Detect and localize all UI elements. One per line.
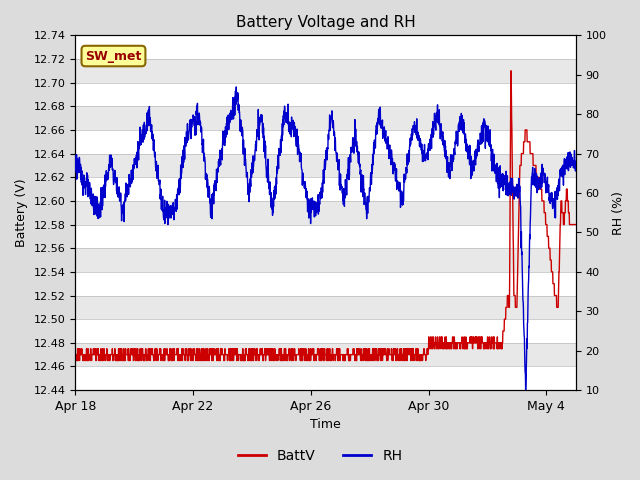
Bar <box>76 319 576 343</box>
Text: SW_met: SW_met <box>85 49 141 62</box>
Bar <box>76 106 576 130</box>
Bar <box>76 36 576 59</box>
Legend: BattV, RH: BattV, RH <box>232 443 408 468</box>
Title: Battery Voltage and RH: Battery Voltage and RH <box>236 15 415 30</box>
Y-axis label: RH (%): RH (%) <box>612 191 625 235</box>
Bar <box>76 366 576 390</box>
Bar <box>76 154 576 177</box>
Bar <box>76 225 576 248</box>
Bar <box>76 296 576 319</box>
Bar <box>76 272 576 296</box>
Bar <box>76 59 576 83</box>
Bar <box>76 177 576 201</box>
Bar <box>76 248 576 272</box>
X-axis label: Time: Time <box>310 419 341 432</box>
Bar <box>76 83 576 106</box>
Bar <box>76 130 576 154</box>
Y-axis label: Battery (V): Battery (V) <box>15 179 28 247</box>
Bar <box>76 201 576 225</box>
Bar <box>76 343 576 366</box>
